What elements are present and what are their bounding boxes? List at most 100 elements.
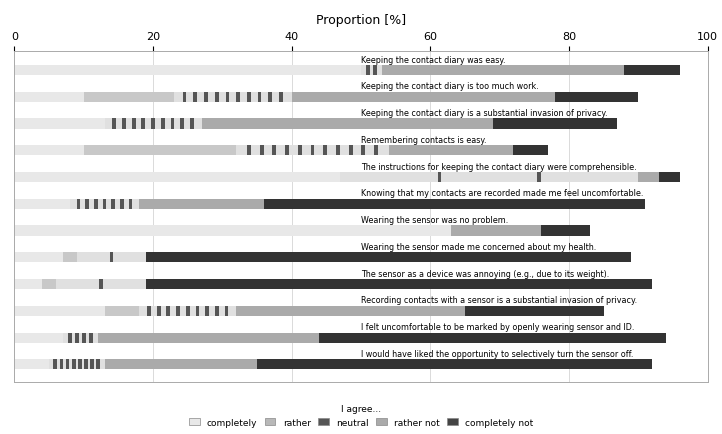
Bar [170,119,175,129]
Bar [225,92,230,102]
Bar [292,92,555,102]
Bar [201,119,492,129]
Bar [247,146,251,156]
Bar [110,253,113,263]
Bar [465,306,604,316]
Bar [373,66,377,76]
Bar [236,306,465,316]
Bar [75,333,79,343]
Bar [161,119,165,129]
Bar [120,199,123,209]
Bar [14,199,70,209]
Bar [97,333,319,343]
Bar [272,146,277,156]
Bar [84,92,174,102]
Bar [374,146,378,156]
Bar [260,146,264,156]
Text: Remembering contacts is easy.: Remembering contacts is easy. [361,135,487,145]
Bar [142,119,145,129]
Text: Keeping the contact diary was easy.: Keeping the contact diary was easy. [361,56,505,64]
Text: Recording contacts with a sensor is a substantial invasion of privacy.: Recording contacts with a sensor is a su… [361,296,637,305]
Bar [63,333,97,343]
Bar [63,253,77,263]
Bar [279,92,283,102]
Bar [157,306,160,316]
Bar [84,359,88,370]
Bar [247,92,251,102]
Bar [625,66,680,76]
Bar [193,92,197,102]
Bar [555,92,638,102]
Text: The instructions for keeping the contact diary were comprehensible.: The instructions for keeping the contact… [361,162,637,171]
Text: Wearing the sensor made me concerned about my health.: Wearing the sensor made me concerned abo… [361,242,596,251]
Bar [225,306,228,316]
Bar [14,66,361,76]
Bar [340,173,638,183]
Bar [56,279,146,289]
Bar [361,66,382,76]
Bar [89,333,92,343]
Text: The sensor as a device was annoying (e.g., due to its weight).: The sensor as a device was annoying (e.g… [361,269,609,278]
Bar [139,199,264,209]
Bar [236,146,388,156]
Bar [382,66,625,76]
Bar [59,359,64,370]
Bar [336,146,340,156]
Bar [14,146,84,156]
Bar [105,306,139,316]
Bar [111,199,115,209]
Bar [215,306,219,316]
Bar [366,66,370,76]
Bar [298,146,302,156]
Bar [319,333,666,343]
Bar [388,146,513,156]
Bar [215,92,219,102]
Bar [146,279,652,289]
Bar [451,226,542,236]
Bar [176,306,180,316]
Bar [638,173,659,183]
Bar [264,199,645,209]
Bar [139,306,236,316]
Bar [14,253,63,263]
Bar [537,173,541,183]
Bar [113,119,116,129]
Bar [146,253,631,263]
Bar [269,92,272,102]
Bar [14,119,105,129]
Bar [103,199,106,209]
Text: Keeping the contact diary is too much work.: Keeping the contact diary is too much wo… [361,82,539,91]
Bar [542,226,590,236]
Bar [190,119,193,129]
Bar [14,306,105,316]
Bar [166,306,170,316]
Title: Proportion [%]: Proportion [%] [316,14,406,27]
Bar [66,359,69,370]
Bar [14,333,63,343]
Bar [68,333,71,343]
Text: Knowing that my contacts are recorded made me feel uncomfortable.: Knowing that my contacts are recorded ma… [361,189,643,198]
Bar [492,119,617,129]
Text: I felt uncomfortable to be marked by openly wearing sensor and ID.: I felt uncomfortable to be marked by ope… [361,322,635,332]
Bar [183,92,186,102]
Bar [94,199,97,209]
Bar [362,146,365,156]
Bar [513,146,548,156]
Text: I would have liked the opportunity to selectively turn the sensor off.: I would have liked the opportunity to se… [361,349,633,358]
Bar [105,359,257,370]
Bar [257,359,652,370]
Bar [204,92,208,102]
Bar [258,92,261,102]
Bar [151,119,155,129]
Bar [14,359,49,370]
Bar [285,146,289,156]
Bar [53,359,57,370]
Text: Wearing the sensor was no problem.: Wearing the sensor was no problem. [361,216,508,225]
Legend: completely, rather, neutral, rather not, completely not: completely, rather, neutral, rather not,… [186,401,536,430]
Bar [438,173,441,183]
Bar [42,279,56,289]
Bar [14,279,42,289]
Bar [49,359,105,370]
Bar [99,279,103,289]
Bar [77,253,146,263]
